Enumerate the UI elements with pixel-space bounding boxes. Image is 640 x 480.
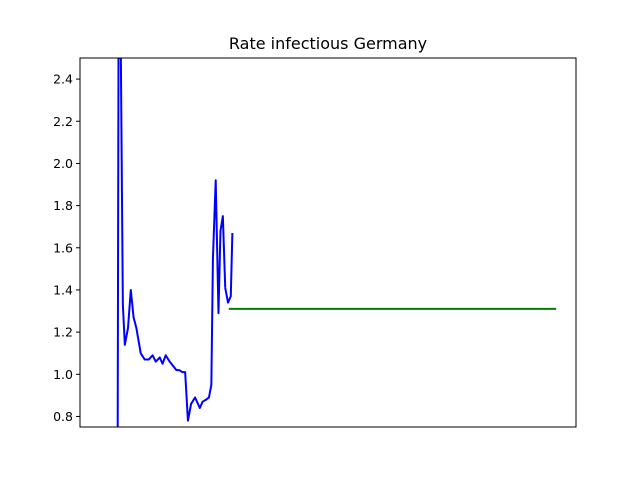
y-tick-label: 1.8	[53, 198, 73, 213]
y-tick-label: 1.4	[53, 282, 73, 297]
chart-title: Rate infectious Germany	[229, 34, 427, 53]
y-tick-label: 0.8	[53, 409, 73, 424]
series-line-2	[224, 232, 234, 304]
y-tick-label: 2.4	[53, 72, 73, 87]
y-tick-label: 2.0	[53, 156, 73, 171]
axes-layer: 0.8 1.0 1.2 1.4 1.6 1.8 2.0 2.2 2.4	[53, 57, 577, 428]
plot-frame	[79, 57, 577, 428]
y-tick-label: 1.0	[53, 367, 73, 382]
series-layer	[116, 58, 557, 427]
y-tick-label: 1.2	[53, 325, 73, 340]
series-line-1	[116, 58, 227, 427]
y-tick-label: 2.2	[53, 114, 73, 129]
y-tick-label: 1.6	[53, 240, 73, 255]
